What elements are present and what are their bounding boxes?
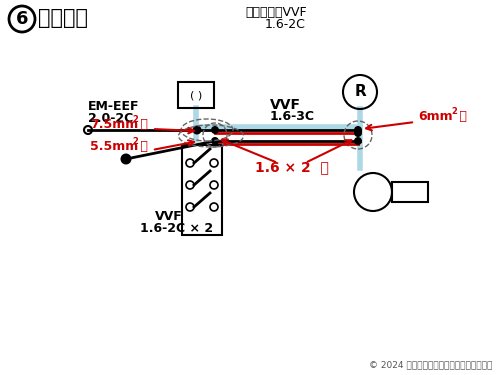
Text: 2: 2 xyxy=(132,138,138,147)
Circle shape xyxy=(211,126,219,134)
Text: 表記無きはVVF: 表記無きはVVF xyxy=(245,6,306,18)
Text: 2.0-2C: 2.0-2C xyxy=(88,111,133,125)
Text: VVF: VVF xyxy=(270,98,301,112)
Text: 2: 2 xyxy=(451,108,457,117)
Text: 1.6-3C: 1.6-3C xyxy=(270,111,315,123)
Text: 6mm: 6mm xyxy=(418,111,452,123)
Text: 1.6-2C: 1.6-2C xyxy=(265,18,306,32)
Text: R: R xyxy=(354,84,366,99)
Text: 1.6 × 2  〇: 1.6 × 2 〇 xyxy=(255,160,329,174)
Text: 1.6-2C × 2: 1.6-2C × 2 xyxy=(140,222,213,234)
Text: ( ): ( ) xyxy=(190,90,202,100)
Circle shape xyxy=(354,126,362,134)
Circle shape xyxy=(354,137,362,145)
Text: EM-EEF: EM-EEF xyxy=(88,100,140,114)
Text: VVF: VVF xyxy=(155,210,183,224)
Text: © 2024 いろいろいんふぉ。無断使用禁止。: © 2024 いろいろいんふぉ。無断使用禁止。 xyxy=(368,360,492,369)
Text: 7.5mm: 7.5mm xyxy=(90,117,138,130)
Bar xyxy=(182,145,222,235)
Text: 小: 小 xyxy=(136,141,148,153)
Circle shape xyxy=(120,153,132,165)
Text: 6: 6 xyxy=(16,10,28,28)
Bar xyxy=(178,82,214,108)
Circle shape xyxy=(354,129,362,137)
Text: 圧着端子: 圧着端子 xyxy=(38,8,88,28)
Text: 小: 小 xyxy=(136,117,148,130)
Bar xyxy=(392,182,428,202)
Text: 小: 小 xyxy=(455,111,467,123)
Circle shape xyxy=(192,126,202,135)
Circle shape xyxy=(211,137,219,145)
Text: 2: 2 xyxy=(132,114,138,123)
Text: 5.5mm: 5.5mm xyxy=(90,141,138,153)
